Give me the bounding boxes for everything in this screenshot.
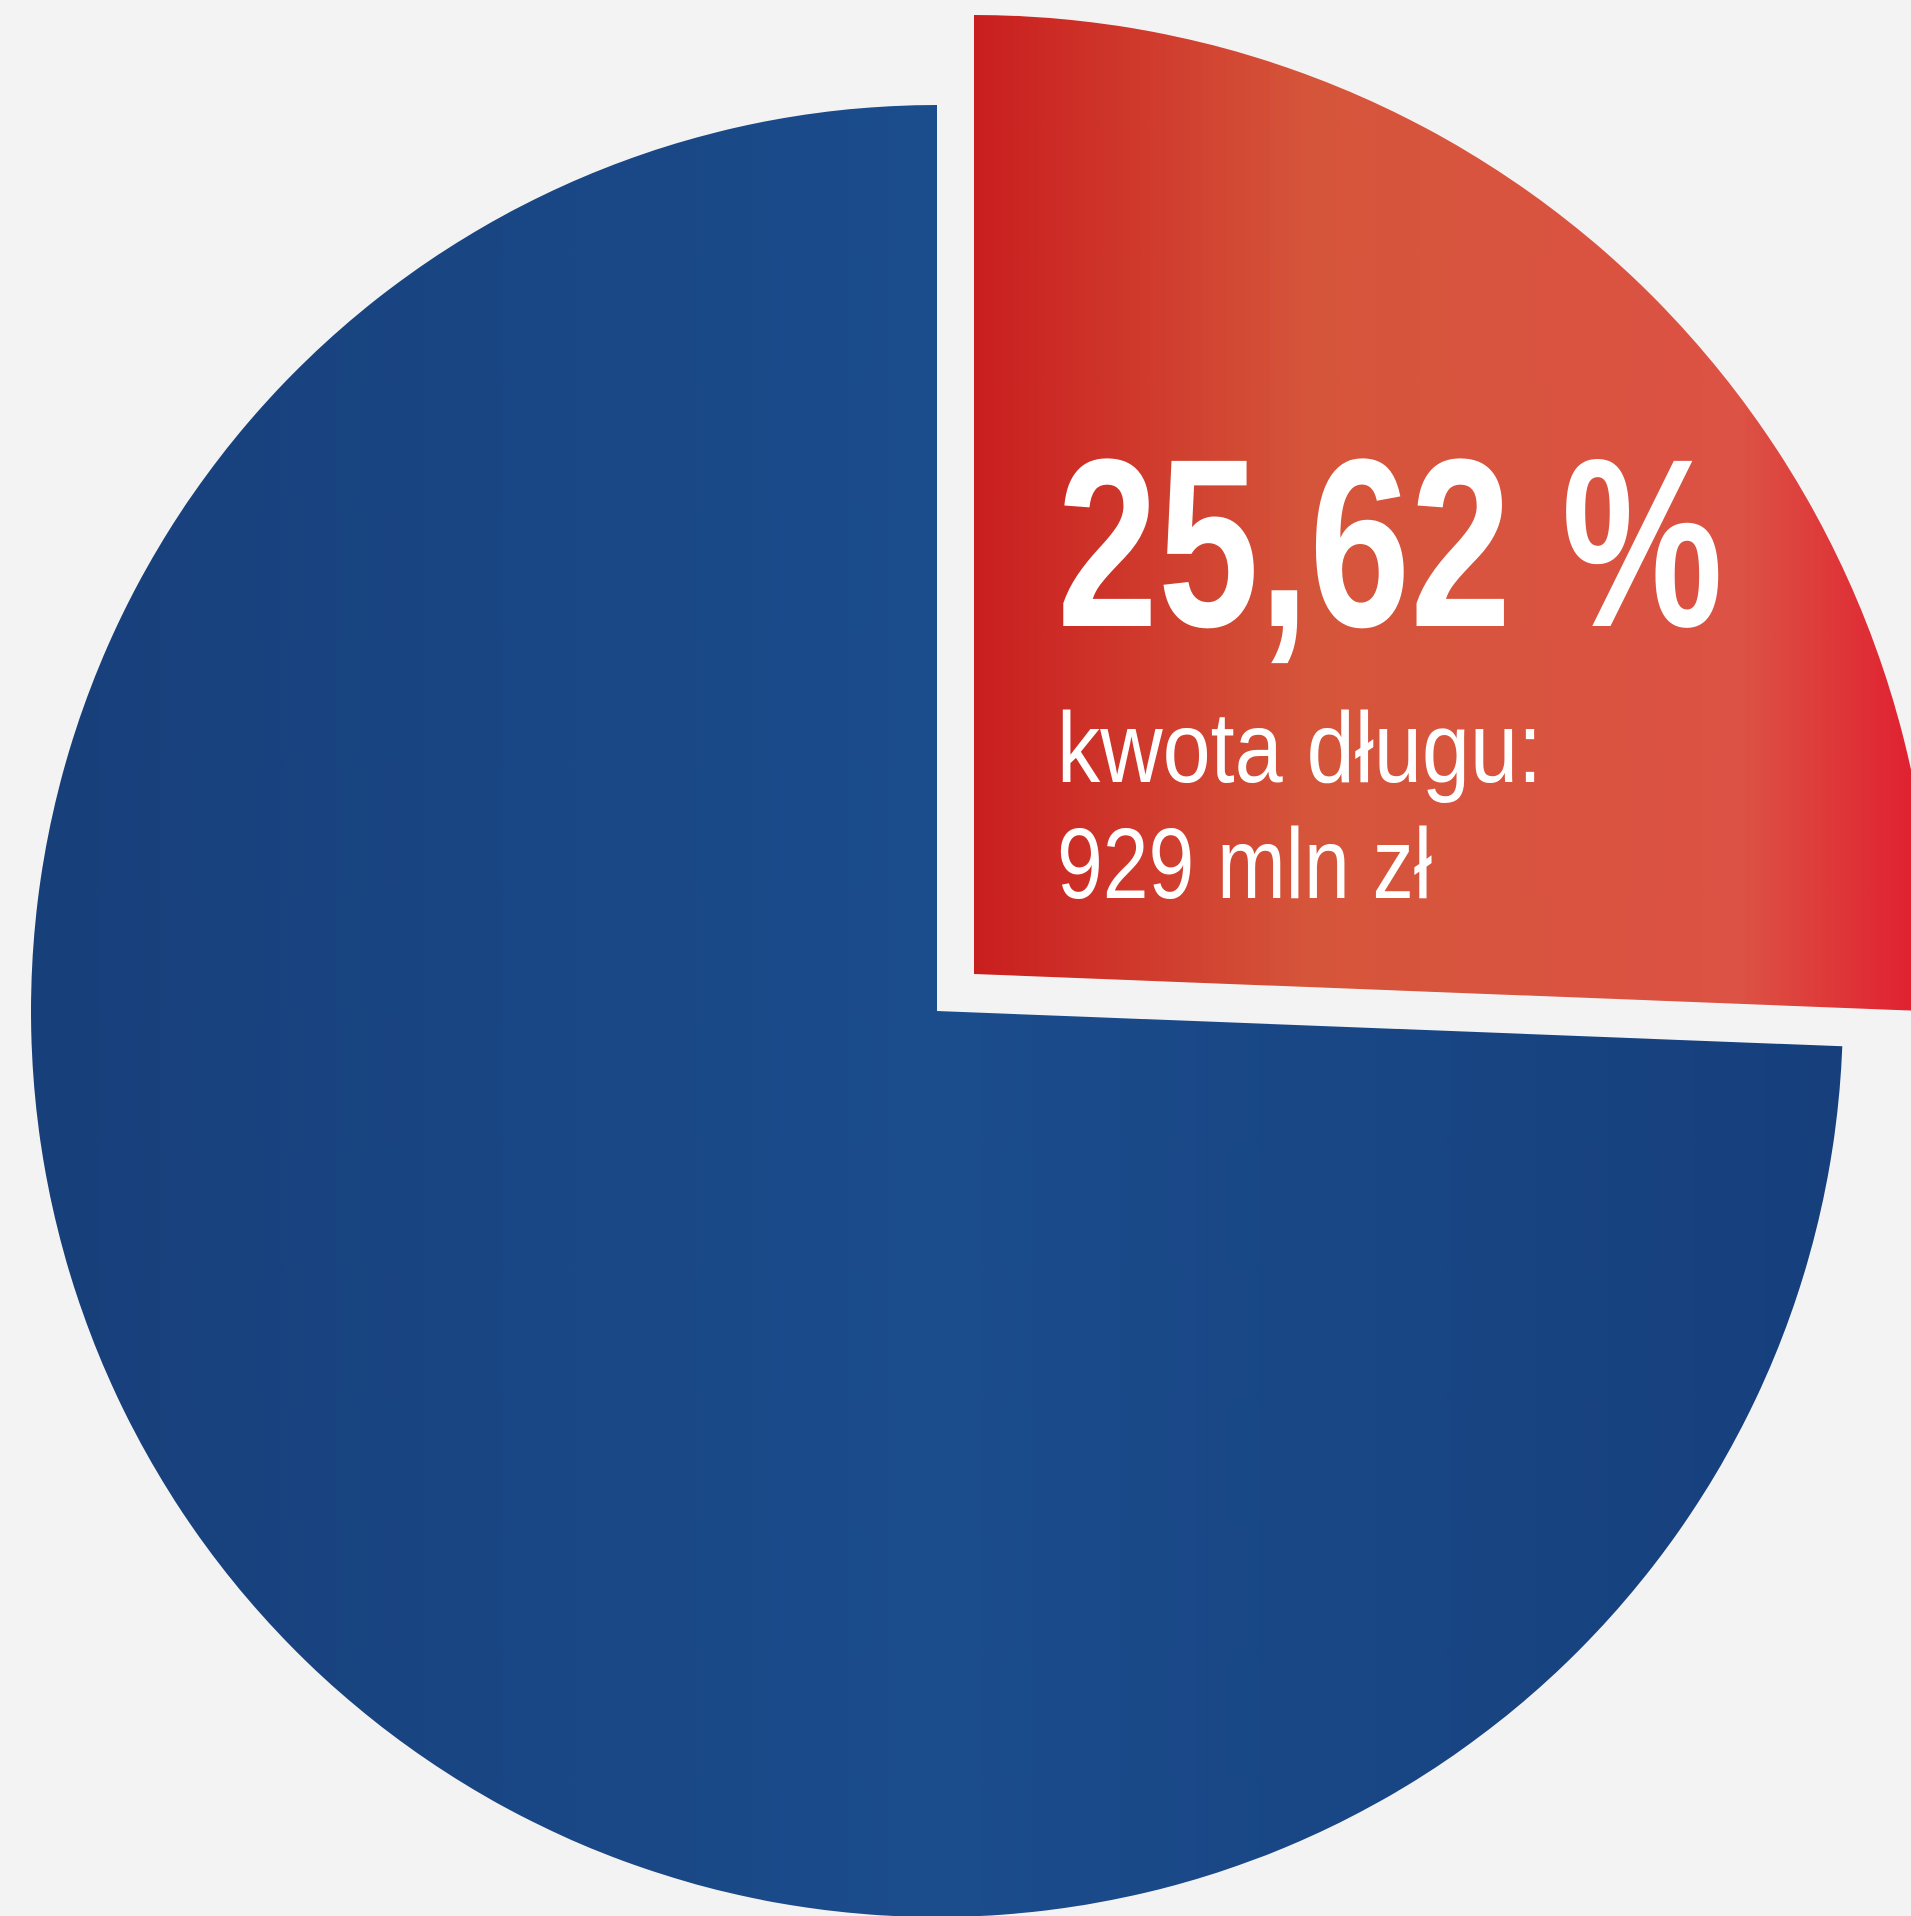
slice-value-label: 25,62 % (1057, 409, 1723, 677)
slices (31, 15, 1911, 1916)
pie-slice (974, 15, 1911, 1011)
annotation: 929 mln zł (1057, 808, 1432, 920)
pie-slice (31, 105, 1843, 1916)
annotation: kwota długu: (1057, 692, 1542, 804)
